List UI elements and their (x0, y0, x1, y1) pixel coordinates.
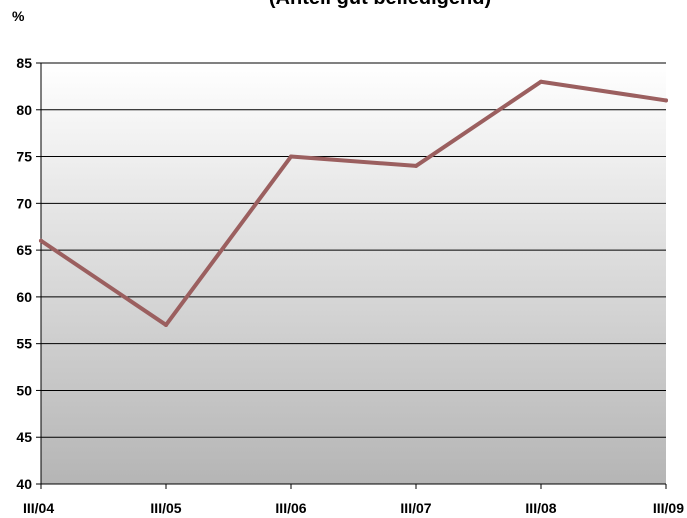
data-point-0-3 (414, 163, 418, 168)
x-tick-label-0: III/04 (23, 500, 54, 516)
y-tick-label-60: 60 (16, 289, 32, 305)
x-tick-label-4: III/08 (525, 500, 556, 516)
y-tick-labels: 40 45 50 55 60 65 70 75 80 85 (16, 55, 32, 492)
data-point-0-4 (539, 79, 543, 84)
y-tick-label-75: 75 (16, 149, 32, 165)
x-tick-label-2: III/06 (275, 500, 306, 516)
y-tick-label-40: 40 (16, 476, 32, 492)
x-tick-label-3: III/07 (400, 500, 431, 516)
x-tick-label-5: III/09 (653, 500, 684, 516)
chart-title: (Anteil gut beliedigend) (269, 0, 491, 9)
y-tick-label-85: 85 (16, 55, 32, 71)
y-tick-label-45: 45 (16, 429, 32, 445)
series-lines (39, 79, 668, 327)
data-point-0-0 (39, 238, 43, 243)
x-tick-labels: III/04 III/05 III/06 III/07 III/08 III/09 (23, 484, 684, 516)
axes (40, 63, 666, 485)
y-tick-label-65: 65 (16, 242, 32, 258)
data-point-0-1 (164, 322, 168, 327)
plot-area (41, 63, 666, 484)
y-axis-unit-label: % (12, 8, 25, 24)
y-tick-label-70: 70 (16, 195, 32, 211)
y-tick-label-80: 80 (16, 102, 32, 118)
y-tick-label-55: 55 (16, 336, 32, 352)
gridlines (36, 62, 666, 485)
x-tick-label-1: III/05 (150, 500, 181, 516)
data-point-0-2 (289, 154, 293, 159)
data-point-0-5 (664, 98, 668, 103)
series-line-0 (39, 79, 668, 327)
y-tick-label-50: 50 (16, 382, 32, 398)
